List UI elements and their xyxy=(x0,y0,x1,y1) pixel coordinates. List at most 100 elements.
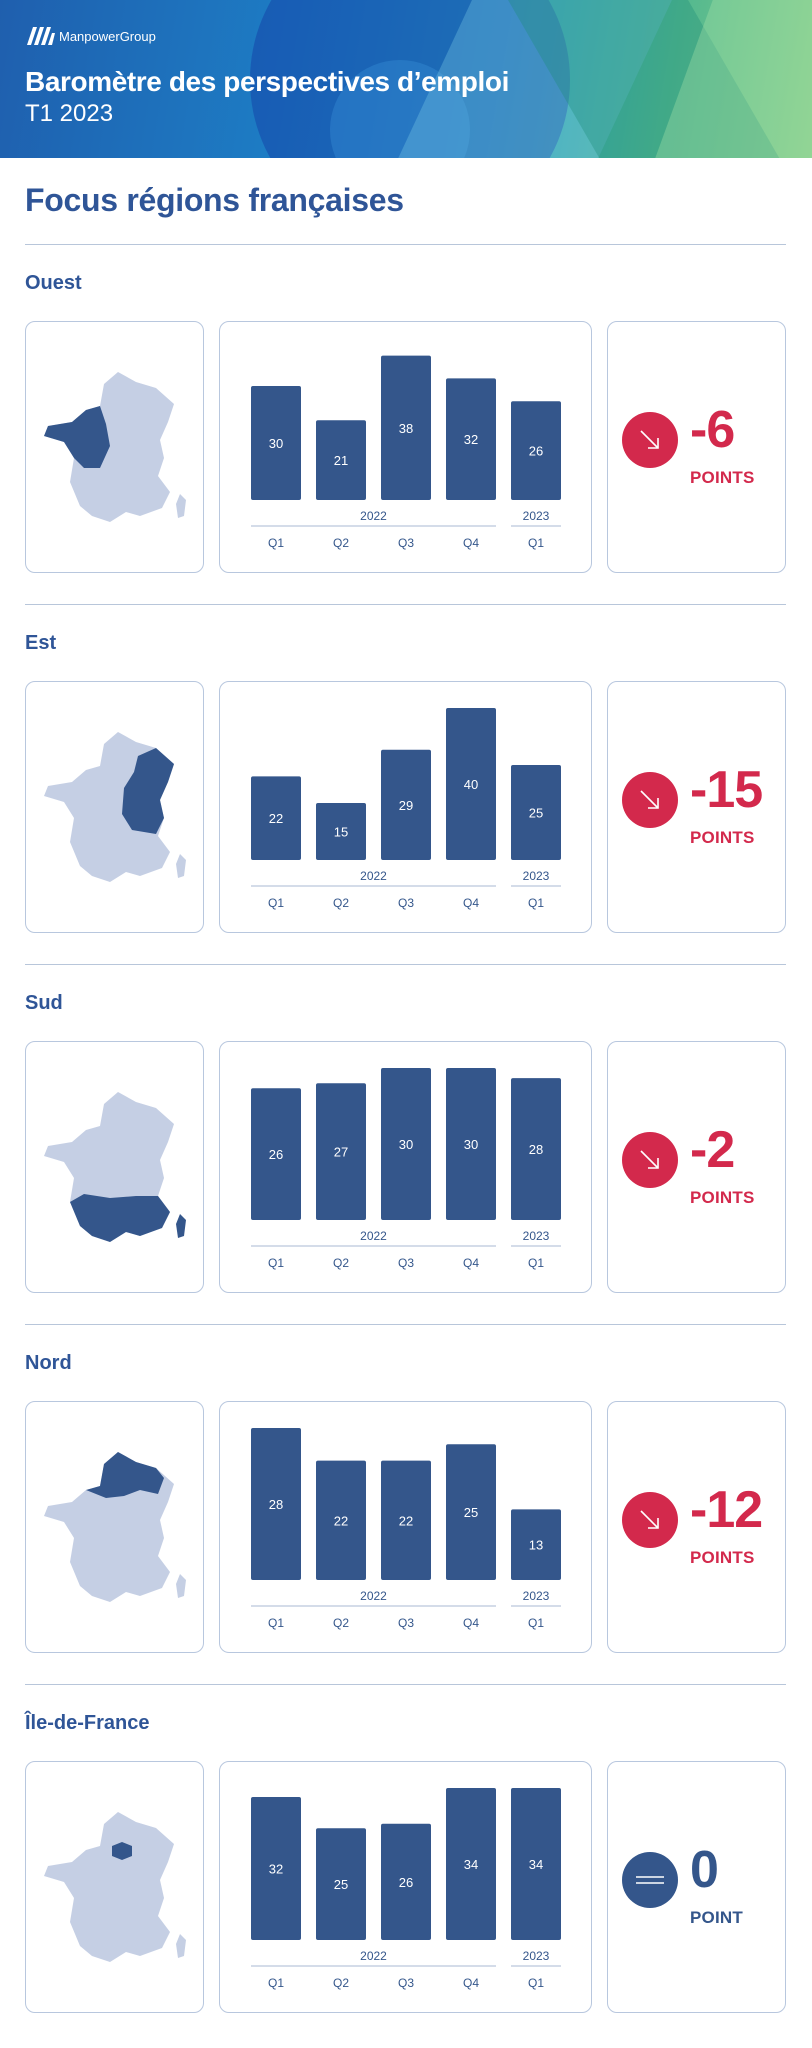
region-map-card xyxy=(25,1041,204,1293)
delta-value: -6 xyxy=(690,401,735,459)
chart-bar xyxy=(381,355,431,500)
x-tick-label: Q1 xyxy=(528,1616,544,1630)
chart-bar xyxy=(316,1460,366,1580)
bar-value-label: 38 xyxy=(399,421,413,436)
x-tick-label: Q2 xyxy=(333,1616,349,1630)
highlighted-region xyxy=(86,1452,164,1498)
down-arrow-icon xyxy=(622,1132,678,1188)
divider xyxy=(25,604,786,605)
delta-value: -12 xyxy=(690,1481,763,1539)
bar-chart: 32 Q1 25 Q2 26 Q3 34 Q4 34 Q1 2022 2023 xyxy=(251,1788,561,1990)
x-tick-label: Q3 xyxy=(398,1256,414,1270)
divider xyxy=(25,244,786,245)
bar-value-label: 30 xyxy=(269,436,283,451)
chart-bar xyxy=(446,1788,496,1940)
divider xyxy=(25,1684,786,1685)
bar-value-label: 34 xyxy=(529,1857,543,1872)
page-subtitle: T1 2023 xyxy=(25,100,114,127)
france-map xyxy=(44,1812,186,1962)
chart-bar xyxy=(511,1509,561,1580)
chart-bar xyxy=(511,1078,561,1220)
bar-value-label: 30 xyxy=(399,1137,413,1152)
chart-bar xyxy=(446,1068,496,1220)
bar-value-label: 26 xyxy=(399,1875,413,1890)
region-map-card xyxy=(25,681,204,933)
region-delta-card: -12 POINTS xyxy=(607,1401,786,1653)
corsica-shape xyxy=(176,1934,186,1958)
bar-value-label: 22 xyxy=(399,1513,413,1528)
year-group-label: 2022 xyxy=(360,509,387,523)
x-tick-label: Q2 xyxy=(333,536,349,550)
chart-bar xyxy=(251,1428,301,1580)
chart-bar xyxy=(446,1444,496,1580)
header-banner: ManpowerGroup Baromètre des perspectives… xyxy=(0,0,812,158)
chart-bar xyxy=(316,1083,366,1220)
region-name: Ouest xyxy=(25,272,82,294)
highlighted-region xyxy=(44,406,110,468)
bar-value-label: 26 xyxy=(269,1147,283,1162)
chart-bar xyxy=(251,1796,301,1940)
corsica-shape xyxy=(176,1214,186,1238)
x-tick-label: Q4 xyxy=(463,1256,479,1270)
region-chart-card: 30 Q1 21 Q2 38 Q3 32 Q4 26 Q1 2022 2023 xyxy=(219,321,592,573)
region-map-card xyxy=(25,1401,204,1653)
x-tick-label: Q1 xyxy=(268,1616,284,1630)
region-chart-card: 26 Q1 27 Q2 30 Q3 30 Q4 28 Q1 2022 2023 xyxy=(219,1041,592,1293)
region-name: Est xyxy=(25,632,57,654)
year-group-label: 2022 xyxy=(360,869,387,883)
down-arrow-icon xyxy=(622,412,678,468)
bar-value-label: 34 xyxy=(464,1857,478,1872)
x-tick-label: Q3 xyxy=(398,536,414,550)
year-group-label: 2023 xyxy=(523,1229,550,1243)
chart-bar xyxy=(316,420,366,500)
x-tick-label: Q4 xyxy=(463,536,479,550)
x-tick-label: Q2 xyxy=(333,1256,349,1270)
manpower-logo-icon xyxy=(27,27,55,45)
chart-bar xyxy=(316,803,366,860)
x-tick-label: Q1 xyxy=(268,536,284,550)
region-name: Île-de-France xyxy=(25,1712,150,1734)
delta-value: -15 xyxy=(690,761,763,819)
region-name: Nord xyxy=(25,1352,72,1374)
x-tick-label: Q2 xyxy=(333,1976,349,1990)
page-title: Baromètre des perspectives d’emploi xyxy=(25,66,509,97)
corsica-shape xyxy=(176,1574,186,1598)
highlighted-region xyxy=(112,1842,132,1860)
delta-value: -2 xyxy=(690,1121,735,1179)
bar-value-label: 25 xyxy=(529,806,543,821)
region-delta-card: -15 POINTS xyxy=(607,681,786,933)
x-tick-label: Q3 xyxy=(398,1616,414,1630)
x-tick-label: Q1 xyxy=(268,1976,284,1990)
bar-value-label: 21 xyxy=(334,453,348,468)
bar-chart: 28 Q1 22 Q2 22 Q3 25 Q4 13 Q1 2022 2023 xyxy=(251,1428,561,1630)
bar-value-label: 22 xyxy=(269,811,283,826)
delta-unit: POINTS xyxy=(690,1188,755,1207)
section-heading: Focus régions françaises xyxy=(25,182,404,218)
bar-value-label: 26 xyxy=(529,444,543,459)
bar-value-label: 22 xyxy=(334,1513,348,1528)
year-group-label: 2023 xyxy=(523,1589,550,1603)
year-group-label: 2022 xyxy=(360,1229,387,1243)
down-arrow-icon xyxy=(622,1492,678,1548)
x-tick-label: Q4 xyxy=(463,1616,479,1630)
year-group-label: 2023 xyxy=(523,509,550,523)
region-map-card xyxy=(25,1761,204,2013)
brand-logo[interactable]: ManpowerGroup xyxy=(25,25,156,47)
bar-chart: 22 Q1 15 Q2 29 Q3 40 Q4 25 Q1 2022 2023 xyxy=(251,708,561,910)
delta-unit: POINTS xyxy=(690,828,755,847)
chart-bar xyxy=(511,1788,561,1940)
region-name: Sud xyxy=(25,992,63,1014)
chart-bar xyxy=(316,1828,366,1940)
chart-bar xyxy=(381,1068,431,1220)
chart-bar xyxy=(511,765,561,860)
brand-name: ManpowerGroup xyxy=(59,28,156,44)
x-tick-label: Q1 xyxy=(528,896,544,910)
delta-unit: POINT xyxy=(690,1908,743,1927)
x-tick-label: Q1 xyxy=(268,896,284,910)
equal-arrow-icon xyxy=(622,1852,678,1908)
chart-bar xyxy=(446,708,496,860)
banner-decoration xyxy=(250,0,570,158)
france-map xyxy=(44,1092,186,1242)
down-arrow-icon xyxy=(622,772,678,828)
chart-bar xyxy=(511,401,561,500)
